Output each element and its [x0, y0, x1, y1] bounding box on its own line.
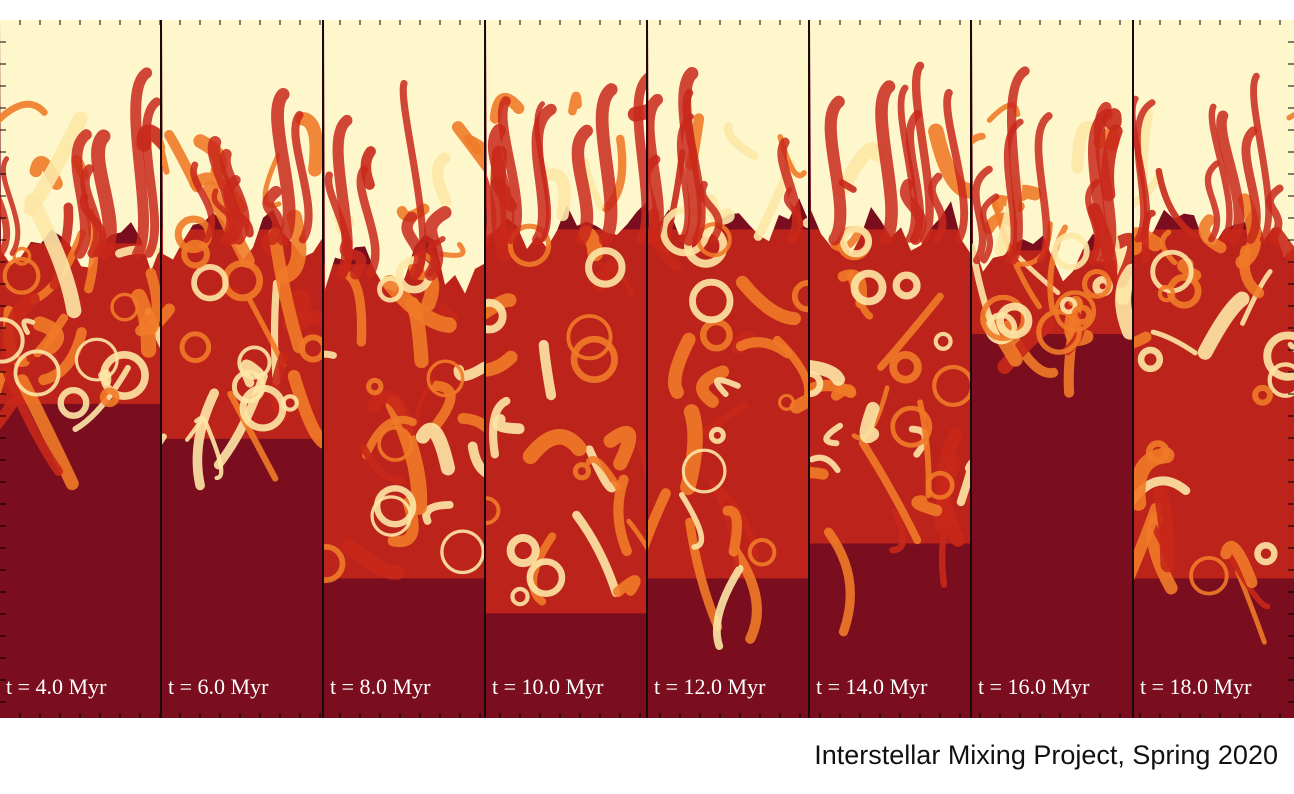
panel-image: [162, 20, 323, 718]
panel-t16: t = 16.0 Myr: [972, 20, 1133, 718]
panel-label: t = 18.0 Myr: [1140, 674, 1252, 699]
panel-divider: [808, 20, 810, 718]
panel-image: [486, 20, 647, 718]
panel-label: t = 4.0 Myr: [6, 674, 107, 699]
panel-label: t = 16.0 Myr: [978, 674, 1090, 699]
panel-divider: [646, 20, 648, 718]
panel-label: t = 10.0 Myr: [492, 674, 604, 699]
panel-t18: t = 18.0 Myr: [1134, 20, 1294, 718]
panel-image: [324, 20, 485, 718]
panel-t10: t = 10.0 Myr: [486, 20, 647, 718]
caption: Interstellar Mixing Project, Spring 2020: [814, 740, 1278, 770]
panel-t14: t = 14.0 Myr: [810, 20, 971, 718]
panel-image: [0, 20, 161, 718]
panel-divider: [322, 20, 324, 718]
panel-t4: t = 4.0 Myr: [0, 20, 161, 718]
panel-image: [810, 20, 971, 718]
panel-image: [1134, 20, 1294, 718]
panel-divider: [484, 20, 486, 718]
panel-label: t = 8.0 Myr: [330, 674, 431, 699]
panel-image: [648, 20, 809, 718]
panel-t12: t = 12.0 Myr: [648, 20, 809, 718]
panel-image: [972, 20, 1133, 718]
panel-label: t = 6.0 Myr: [168, 674, 269, 699]
panel-label: t = 14.0 Myr: [816, 674, 928, 699]
panel-label: t = 12.0 Myr: [654, 674, 766, 699]
panel-divider: [1132, 20, 1134, 718]
panel-divider: [970, 20, 972, 718]
panel-t8: t = 8.0 Myr: [324, 20, 485, 718]
panel-divider: [160, 20, 162, 718]
simulation-figure: t = 4.0 Myr t = 6.0 Myr t = 8.0 Myr t = …: [0, 20, 1294, 718]
panel-t6: t = 6.0 Myr: [162, 20, 323, 718]
